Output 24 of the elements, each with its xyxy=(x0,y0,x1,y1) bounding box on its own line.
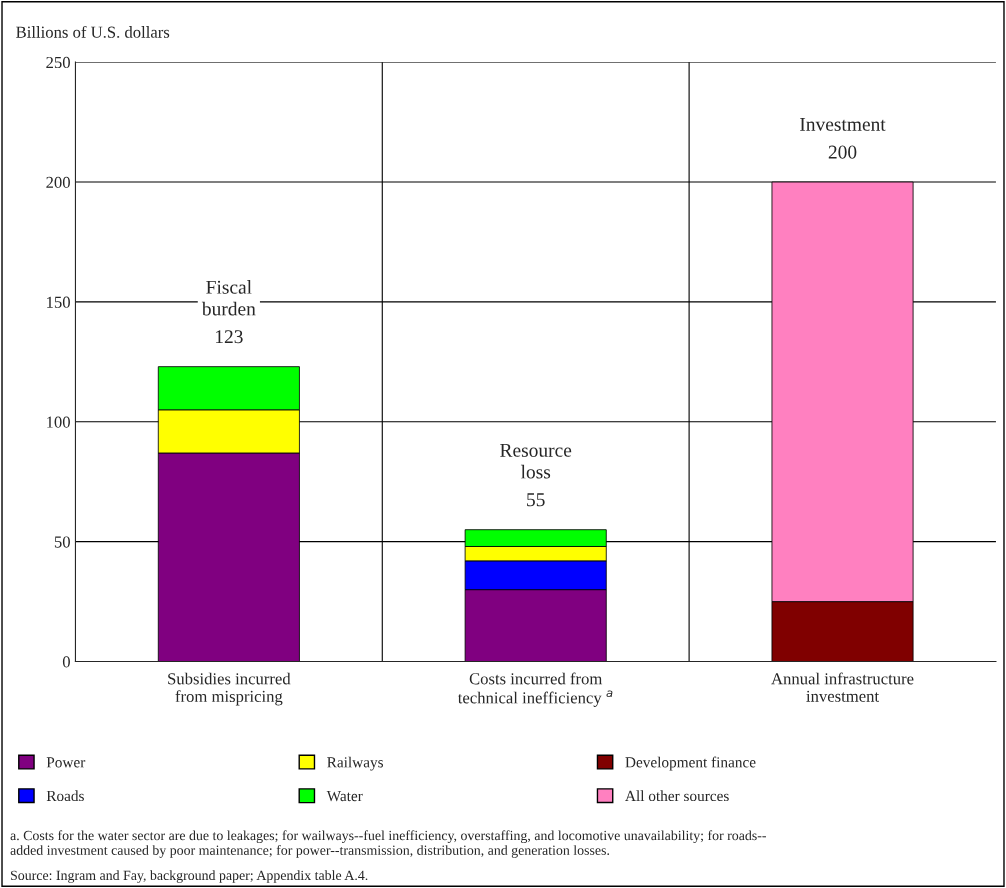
annotation: Investment xyxy=(800,117,886,131)
y-axis-title: Billions of U.S. dollars xyxy=(16,25,170,38)
total-label: 55 xyxy=(527,493,545,507)
legend-label: Water xyxy=(326,790,363,802)
y-tick-label: 200 xyxy=(46,176,70,188)
text: a. Costs for the water sector are due to leakages; for wailways--fuel inefficiency, overstaffing, and locomotive unavailability; for roads-- added investment caused by poor maintenance; for power--transmission, distribution, and generation losses. xyxy=(10,830,766,858)
annotation: Fiscal burden xyxy=(201,280,256,316)
legend-label: Railways xyxy=(327,756,384,771)
total-label: 200 xyxy=(828,145,857,159)
x-tick-label: Subsidies incurred from mispricing xyxy=(168,672,291,706)
legend-label: Development finance xyxy=(625,756,756,771)
y-tick-label: 0 xyxy=(62,656,70,668)
y-tick-label: 50 xyxy=(54,536,70,548)
legend-label: All other sources xyxy=(625,790,729,802)
y-tick-label: 150 xyxy=(47,296,70,308)
legend-label: Power xyxy=(46,757,86,768)
y-tick-label: 100 xyxy=(47,416,70,428)
x-tick-label: Costs incurred from technical inefficiency $^{a}$ xyxy=(457,672,613,707)
total-label: 123 xyxy=(215,330,243,344)
source-note: Source: Ingram and Fay, background paper; Appendix table A.4. xyxy=(10,870,368,883)
legend-label: Roads xyxy=(46,790,84,802)
annotation: Resource loss xyxy=(500,443,572,479)
x-tick-label: Annual infrastructure investment xyxy=(771,672,914,702)
y-tick-label: 250 xyxy=(46,56,70,69)
